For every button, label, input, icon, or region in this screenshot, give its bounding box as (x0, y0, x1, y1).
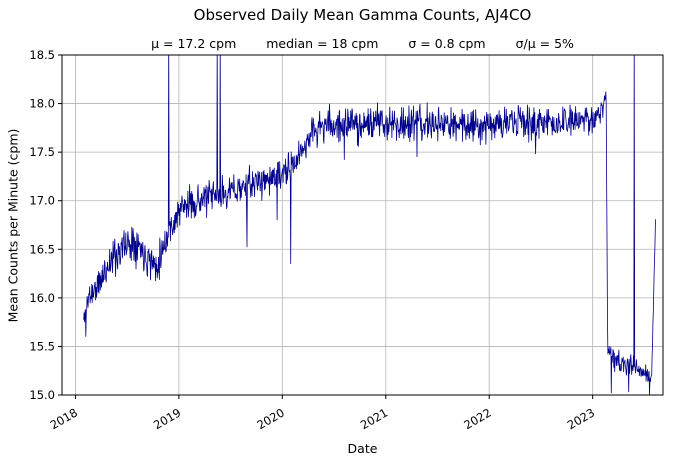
x-tick-label: 2022 (461, 405, 493, 432)
stat-cv: σ/μ = 5% (515, 36, 574, 51)
y-tick-label: 15.0 (29, 388, 55, 402)
stat-mean: μ = 17.2 cpm (151, 36, 237, 51)
y-tick-label: 15.5 (29, 339, 55, 353)
x-tick-label: 2023 (565, 405, 597, 432)
stat-median: median = 18 cpm (266, 36, 379, 51)
y-tick-label: 17.0 (29, 194, 55, 208)
y-tick-label: 16.0 (29, 291, 55, 305)
plot-border (61, 54, 664, 396)
chart-title: Observed Daily Mean Gamma Counts, AJ4CO (193, 6, 532, 24)
data-line (83, 55, 656, 395)
x-tick-label: 2018 (48, 405, 80, 432)
x-tick-label: 2020 (254, 405, 286, 432)
x-tick-label: 2021 (358, 405, 390, 432)
chart-stats-row: μ = 17.2 cpm median = 18 cpm σ = 0.8 cpm… (62, 36, 663, 51)
stat-sigma: σ = 0.8 cpm (408, 36, 486, 51)
y-tick-label: 18.0 (29, 97, 55, 111)
x-axis-label: Date (347, 441, 378, 456)
y-tick-label: 17.5 (29, 145, 55, 159)
y-tick-label: 18.5 (29, 48, 55, 62)
y-tick-label: 16.5 (29, 242, 55, 256)
x-tick-label: 2019 (151, 405, 183, 432)
